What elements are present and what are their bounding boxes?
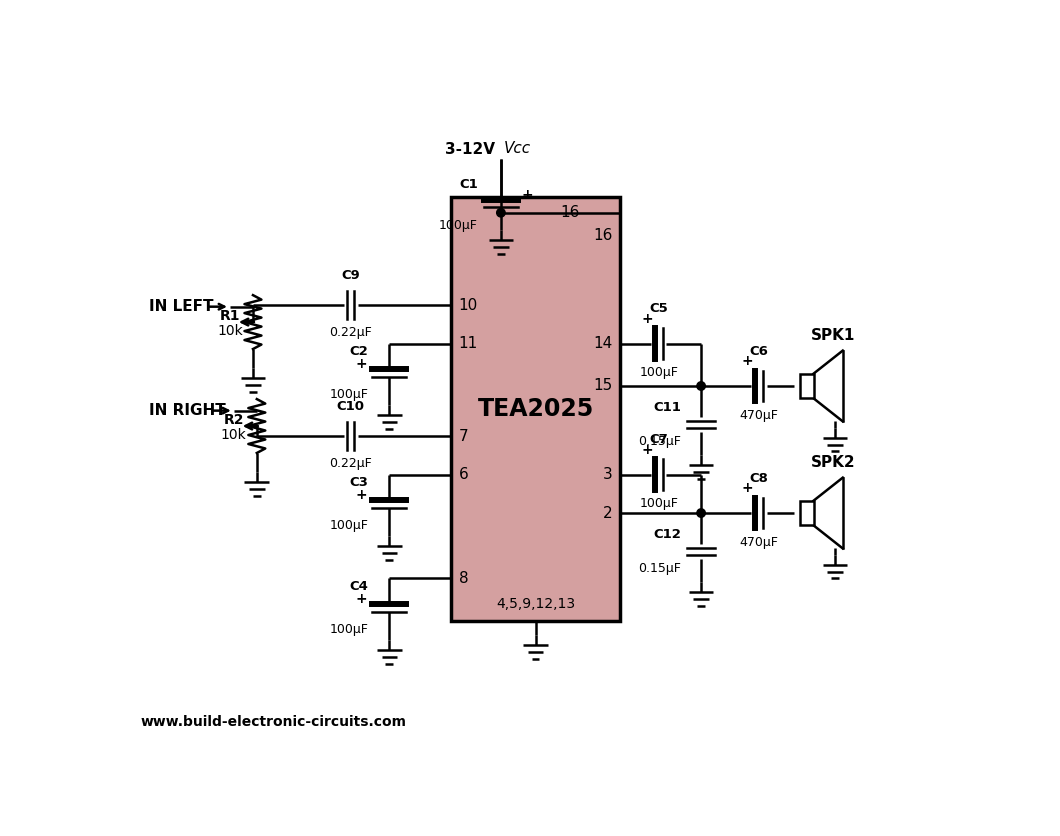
- Text: +: +: [356, 358, 368, 371]
- Text: +: +: [356, 592, 368, 606]
- Text: 470µF: 470µF: [740, 536, 778, 548]
- Text: IN RIGHT: IN RIGHT: [149, 403, 226, 418]
- Text: SPK1: SPK1: [811, 329, 855, 344]
- Text: +: +: [742, 354, 753, 369]
- Text: +: +: [356, 488, 368, 502]
- Text: C10: C10: [337, 400, 365, 413]
- Text: 16: 16: [561, 206, 580, 220]
- Text: 0.22µF: 0.22µF: [330, 326, 372, 339]
- Text: 11: 11: [459, 336, 478, 351]
- Text: 15: 15: [594, 379, 613, 394]
- Text: 16: 16: [594, 228, 613, 243]
- Text: 4,5,9,12,13: 4,5,9,12,13: [496, 597, 576, 611]
- Circle shape: [497, 208, 506, 217]
- Text: 100µF: 100µF: [330, 623, 369, 636]
- Text: 470µF: 470µF: [740, 409, 778, 421]
- Text: 10k: 10k: [217, 324, 243, 339]
- Text: 0.15µF: 0.15µF: [638, 562, 682, 575]
- Bar: [799, 374, 813, 398]
- Text: C11: C11: [653, 401, 682, 414]
- Text: 0.15µF: 0.15µF: [638, 435, 682, 448]
- Text: 6: 6: [459, 467, 469, 482]
- Text: SPK2: SPK2: [811, 456, 855, 471]
- Text: C3: C3: [350, 476, 369, 489]
- Text: R2: R2: [224, 413, 244, 427]
- Circle shape: [696, 382, 705, 390]
- Text: 10: 10: [459, 298, 478, 313]
- Text: C2: C2: [350, 344, 369, 358]
- Text: C4: C4: [350, 579, 369, 593]
- Text: R1: R1: [219, 309, 241, 323]
- Text: 100µF: 100µF: [439, 218, 478, 232]
- Text: C1: C1: [459, 178, 478, 191]
- Text: C5: C5: [650, 303, 668, 315]
- Text: Vcc: Vcc: [504, 140, 531, 155]
- Text: 7: 7: [459, 429, 469, 444]
- Text: +: +: [641, 443, 653, 457]
- Text: 0.22µF: 0.22µF: [330, 457, 372, 471]
- Text: C7: C7: [650, 433, 668, 446]
- Text: 3: 3: [603, 467, 613, 482]
- Text: 100µF: 100µF: [330, 519, 369, 532]
- Text: TEA2025: TEA2025: [477, 397, 594, 421]
- Text: IN LEFT: IN LEFT: [149, 299, 213, 314]
- Text: www.build-electronic-circuits.com: www.build-electronic-circuits.com: [141, 716, 407, 730]
- Text: 3-12V: 3-12V: [445, 142, 495, 157]
- Circle shape: [696, 509, 705, 517]
- Text: 100µF: 100µF: [639, 366, 678, 380]
- Text: 8: 8: [459, 571, 469, 586]
- Text: C6: C6: [749, 344, 768, 358]
- Text: +: +: [742, 482, 753, 496]
- Bar: [450, 197, 620, 621]
- Text: 100µF: 100µF: [639, 497, 678, 510]
- Text: 2: 2: [603, 506, 613, 521]
- Bar: [799, 501, 813, 525]
- Text: 14: 14: [594, 336, 613, 351]
- Text: C12: C12: [653, 528, 682, 541]
- Text: C9: C9: [341, 269, 360, 283]
- Text: 10k: 10k: [220, 428, 247, 442]
- Text: +: +: [641, 312, 653, 326]
- Text: 100µF: 100µF: [330, 388, 369, 401]
- Text: +: +: [522, 188, 533, 202]
- Text: C8: C8: [749, 472, 768, 485]
